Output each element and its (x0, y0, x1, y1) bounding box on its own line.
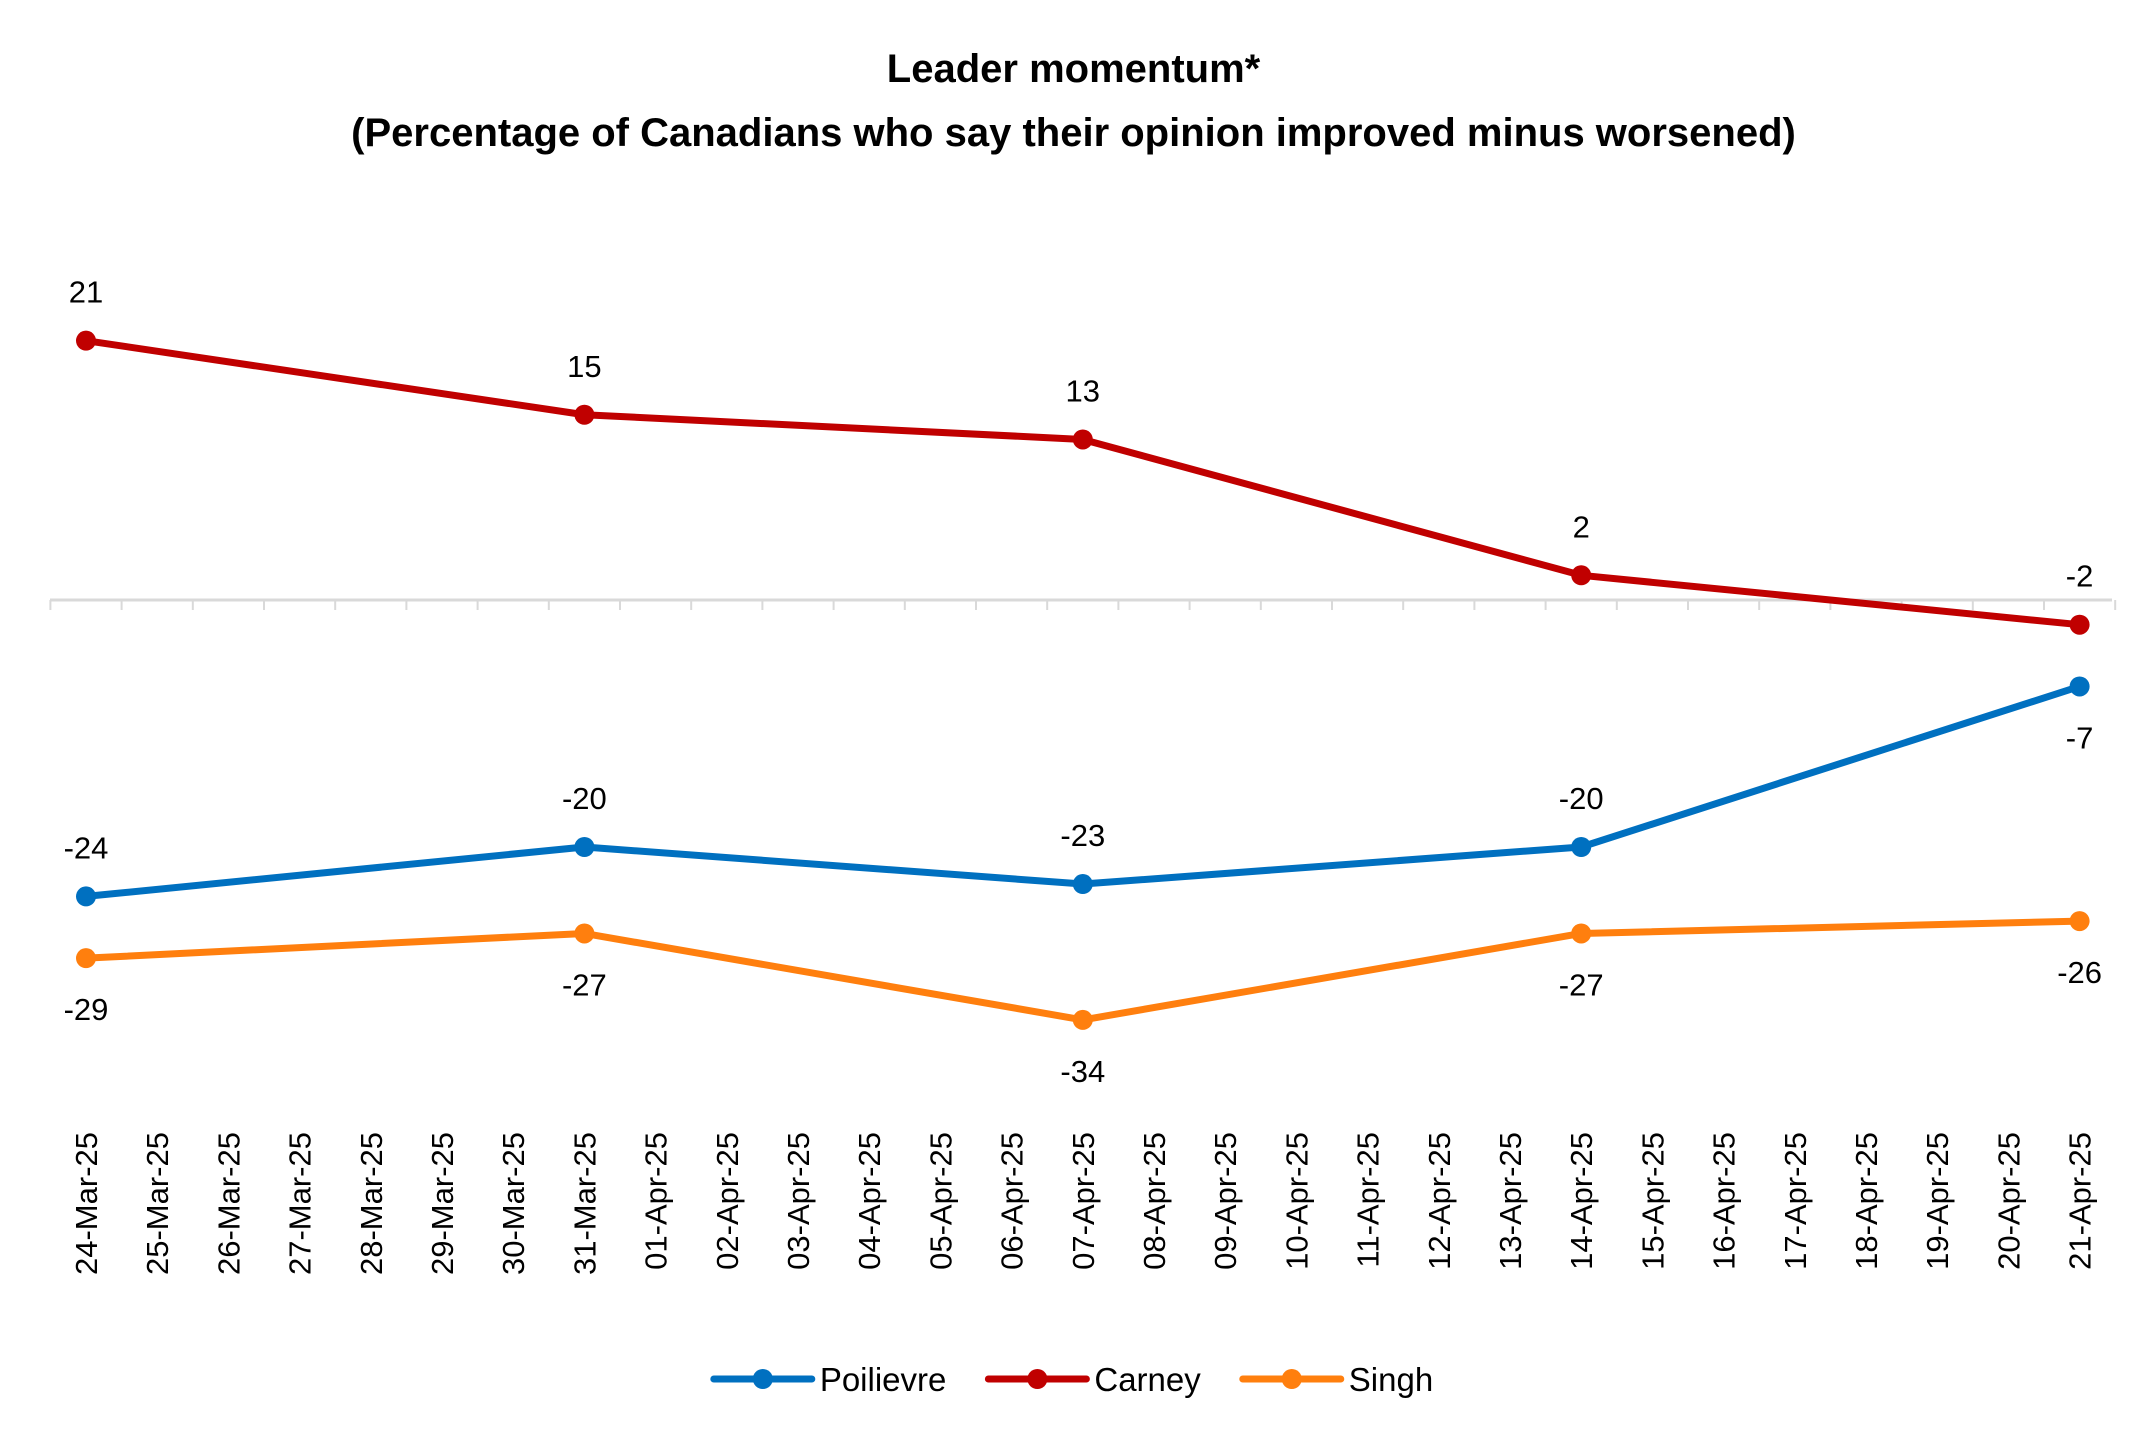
data-point-poilievre (2069, 676, 2090, 697)
x-tick-label: 02-Apr-25 (710, 1132, 745, 1270)
x-tick-label: 16-Apr-25 (1707, 1132, 1742, 1270)
x-tick-label: 11-Apr-25 (1351, 1132, 1386, 1268)
x-axis (49, 598, 2117, 610)
x-tick-label: 09-Apr-25 (1208, 1132, 1243, 1270)
x-tick-label: 08-Apr-25 (1137, 1132, 1172, 1270)
series-line-singh (82, 917, 2084, 1024)
x-tick-label: 03-Apr-25 (781, 1132, 816, 1270)
data-point-singh (1072, 1009, 1093, 1030)
data-label-carney: 21 (69, 275, 103, 310)
data-point-carney (2069, 614, 2090, 635)
legend-marker (1027, 1369, 1048, 1389)
x-tick-label: 05-Apr-25 (923, 1132, 958, 1270)
data-label-singh: -29 (64, 992, 109, 1027)
x-tick-label: 17-Apr-25 (1778, 1132, 1813, 1270)
data-label-poilievre: -7 (2066, 720, 2094, 755)
legend-label: Carney (1094, 1361, 1201, 1398)
data-label-carney: 13 (1066, 373, 1100, 408)
x-tick-label: 04-Apr-25 (852, 1132, 887, 1270)
x-tick-label: 13-Apr-25 (1493, 1132, 1528, 1270)
legend-label: Singh (1349, 1361, 1433, 1398)
data-label-poilievre: -20 (562, 781, 607, 816)
legend-item-poilievre: Poilievre (710, 1361, 947, 1398)
x-tick-label: 21-Apr-25 (2063, 1132, 2098, 1270)
data-point-carney (76, 330, 96, 351)
series-line-poilievre (82, 682, 2084, 900)
series-markers (76, 330, 2090, 1030)
data-point-poilievre (1571, 837, 1592, 857)
x-tick-label: 25-Mar-25 (140, 1132, 175, 1275)
x-tick-label: 18-Apr-25 (1849, 1132, 1884, 1270)
x-tick-label: 30-Mar-25 (496, 1132, 531, 1275)
x-tick-label: 14-Apr-25 (1564, 1132, 1599, 1270)
x-tick-label: 06-Apr-25 (995, 1132, 1030, 1270)
x-tick-labels: 24-Mar-25 25-Mar-25 26-Mar-25 27-Mar-25 28-M… (69, 1132, 2098, 1275)
legend-marker (752, 1369, 773, 1389)
data-point-poilievre (1072, 874, 1093, 895)
data-label-singh: -27 (1559, 967, 1604, 1002)
data-label-carney: 2 (1573, 509, 1590, 544)
data-point-singh (2069, 911, 2090, 932)
data-point-poilievre (76, 886, 96, 907)
data-label-singh: -34 (1060, 1054, 1105, 1089)
legend-item-singh: Singh (1239, 1361, 1433, 1398)
x-tick-label: 10-Apr-25 (1279, 1132, 1314, 1270)
chart-title: Leader momentum* (886, 47, 1261, 91)
data-label-poilievre: -20 (1559, 781, 1604, 816)
data-label-poilievre: -23 (1060, 818, 1105, 853)
x-tick-label: 28-Mar-25 (354, 1132, 389, 1275)
x-tick-label: 07-Apr-25 (1066, 1132, 1101, 1270)
legend-item-carney: Carney (984, 1361, 1201, 1398)
x-tick-label: 01-Apr-25 (639, 1132, 674, 1270)
x-tick-label: 20-Apr-25 (1991, 1132, 2026, 1270)
data-point-carney (574, 404, 595, 425)
data-point-poilievre (574, 837, 595, 857)
data-point-singh (574, 923, 595, 944)
x-tick-label: 26-Mar-25 (211, 1132, 246, 1275)
legend-label: Poilievre (820, 1361, 947, 1398)
data-point-singh (76, 948, 96, 969)
x-tick-label: 29-Mar-25 (425, 1132, 460, 1275)
data-label-poilievre: -24 (64, 830, 109, 865)
data-label-carney: -2 (2066, 559, 2094, 594)
data-label-singh: -26 (2057, 955, 2102, 990)
x-tick-label: 19-Apr-25 (1920, 1132, 1955, 1270)
x-tick-label: 31-Mar-25 (567, 1132, 602, 1275)
data-labels: -24 -20 -23 -20 -7 21 15 13 2 -2 -29 -27 -34 -27 -26 (64, 275, 2102, 1089)
data-point-carney (1571, 565, 1592, 586)
x-tick-label: 27-Mar-25 (283, 1132, 318, 1275)
x-tick-label: 24-Mar-25 (69, 1132, 104, 1275)
data-label-carney: 15 (567, 349, 601, 384)
data-point-singh (1571, 923, 1592, 944)
data-point-carney (1072, 429, 1093, 450)
x-tick-label: 15-Apr-25 (1635, 1132, 1670, 1270)
data-label-singh: -27 (562, 967, 607, 1002)
chart-subtitle: (Percentage of Canadians who say their o… (351, 111, 1796, 155)
x-tick-label: 12-Apr-25 (1422, 1132, 1457, 1270)
legend-marker (1281, 1369, 1302, 1389)
legend: Poilievre Carney Singh (710, 1361, 1433, 1398)
